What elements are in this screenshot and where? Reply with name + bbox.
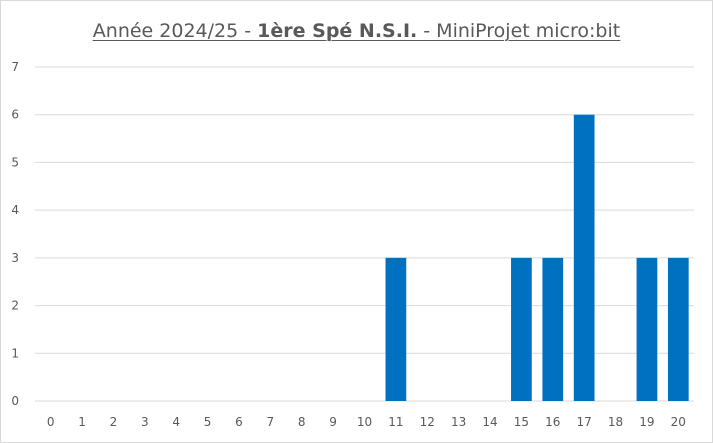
y-tick-label: 7: [11, 60, 19, 74]
x-tick-label: 17: [577, 415, 592, 429]
x-tick-label: 2: [110, 415, 118, 429]
bar-11: [385, 257, 407, 401]
y-tick-label: 6: [11, 108, 19, 122]
chart-title-suffix: - MiniProjet micro:bit: [417, 20, 621, 42]
x-tick-label: 14: [482, 415, 497, 429]
x-tick-label: 12: [420, 415, 435, 429]
x-tick-label: 4: [172, 415, 180, 429]
x-tick-label: 18: [608, 415, 623, 429]
bar-17: [573, 114, 595, 401]
x-tick-label: 8: [298, 415, 306, 429]
x-tick-label: 11: [388, 415, 403, 429]
x-tick-label: 20: [671, 415, 686, 429]
y-tick-label: 2: [11, 299, 19, 313]
y-tick-label: 4: [11, 203, 19, 217]
x-tick-label: 3: [141, 415, 149, 429]
x-tick-label: 1: [78, 415, 86, 429]
x-tick-label: 16: [545, 415, 560, 429]
chart-title-bold: 1ère Spé N.S.I.: [257, 20, 418, 42]
x-tick-label: 19: [639, 415, 654, 429]
bar-19: [636, 257, 658, 401]
y-tick-label: 5: [11, 155, 19, 169]
bar-15: [511, 257, 532, 401]
y-tick-label: 3: [11, 251, 19, 265]
y-tick-label: 0: [11, 394, 19, 408]
chart-title-text: Année 2024/25 - 1ère Spé N.S.I. - MiniPr…: [93, 20, 620, 42]
x-tick-label: 6: [235, 415, 243, 429]
x-tick-label: 7: [267, 415, 275, 429]
x-tick-label: 5: [204, 415, 212, 429]
bar-16: [542, 257, 564, 401]
x-tick-label: 9: [329, 415, 337, 429]
y-tick-label: 1: [11, 346, 19, 360]
chart-title-prefix: Année 2024/25 -: [92, 20, 258, 42]
x-tick-label: 15: [514, 415, 529, 429]
x-tick-label: 10: [357, 415, 372, 429]
bar-20: [667, 257, 689, 401]
x-tick-label: 0: [47, 415, 55, 429]
x-tick-label: 13: [451, 415, 466, 429]
chart-title: Année 2024/25 - 1ère Spé N.S.I. - MiniPr…: [0, 20, 713, 42]
